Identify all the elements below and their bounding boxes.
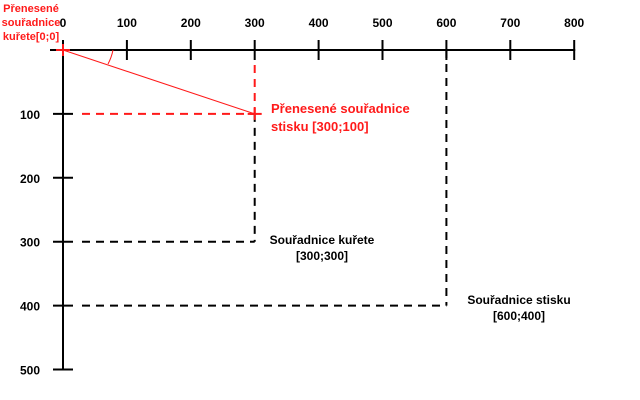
origin-label-line: kuřete[0;0] — [2, 31, 60, 43]
x-tick-label: 0 — [60, 16, 67, 30]
y-tick-label: 300 — [20, 236, 40, 250]
transformed-press-label-line: Přenesené souřadnice — [271, 101, 410, 116]
x-tick-label: 800 — [564, 16, 584, 30]
transformed-press-label-line: stisku [300;100] — [271, 119, 369, 134]
y-tick-label: 200 — [20, 172, 40, 186]
x-tick-label: 500 — [372, 16, 392, 30]
angle-arc — [107, 49, 114, 65]
press-label: Souřadnice stisku [600;400] — [460, 292, 578, 324]
x-tick-label: 600 — [436, 16, 456, 30]
origin-label-line: souřadnice — [1, 17, 61, 29]
y-tick-label: 100 — [20, 108, 40, 122]
transformed-press-label: Přenesené souřadnice stisku [300;100] — [271, 100, 410, 136]
chicken-label-line: [300;300] — [295, 249, 349, 263]
x-tick-label: 700 — [500, 16, 520, 30]
press-label-line: Souřadnice stisku — [467, 293, 571, 307]
x-tick-label: 300 — [245, 16, 265, 30]
x-tick-label: 200 — [181, 16, 201, 30]
y-tick-label: 400 — [20, 300, 40, 314]
chicken-label: Souřadnice kuřete [300;300] — [262, 232, 382, 264]
x-tick-label: 100 — [117, 16, 137, 30]
chicken-label-line: Souřadnice kuřete — [269, 233, 375, 247]
y-tick-label: 500 — [20, 364, 40, 378]
x-tick-label: 400 — [309, 16, 329, 30]
direction-vector — [62, 49, 255, 115]
origin-label-line: Přenesené — [3, 3, 59, 15]
press-label-line: [600;400] — [492, 309, 546, 323]
origin-label: Přenesené souřadnice kuřete[0;0] — [0, 2, 62, 44]
